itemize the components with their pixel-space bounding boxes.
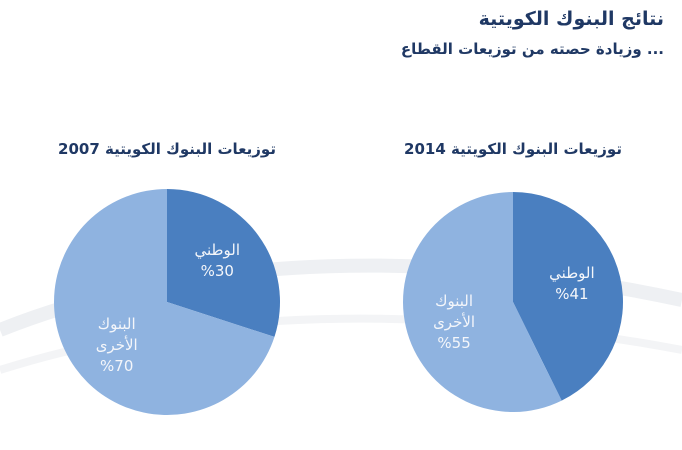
page-subtitle: ... وزيادة حصته من توزيعات القطاع [400,40,664,58]
chart-title: توزيعات البنوك الكويتية 2014 [404,140,622,158]
value-label: %55 [437,333,471,352]
pie-slice [167,189,280,337]
slice-label: الوطني %30 [182,240,252,282]
value-label: %41 [555,285,589,304]
category-label: البنوك الأخرى [95,314,138,354]
value-label: %70 [100,356,134,375]
chart-title: توزيعات البنوك الكويتية 2007 [58,140,276,158]
slice-label: الوطني %41 [537,263,607,305]
slice-label: البنوك الأخرى %70 [82,314,152,377]
category-label: البنوك الأخرى [433,291,476,331]
category-label: الوطني [194,241,240,260]
pie-slice [54,189,275,415]
slice-label: البنوك الأخرى %55 [419,291,489,354]
pie-slice [513,192,623,401]
category-label: الوطني [549,264,595,283]
page-title: نتائج البنوك الكويتية [478,8,664,30]
pie-slice [402,192,562,413]
value-label: %30 [200,262,234,281]
